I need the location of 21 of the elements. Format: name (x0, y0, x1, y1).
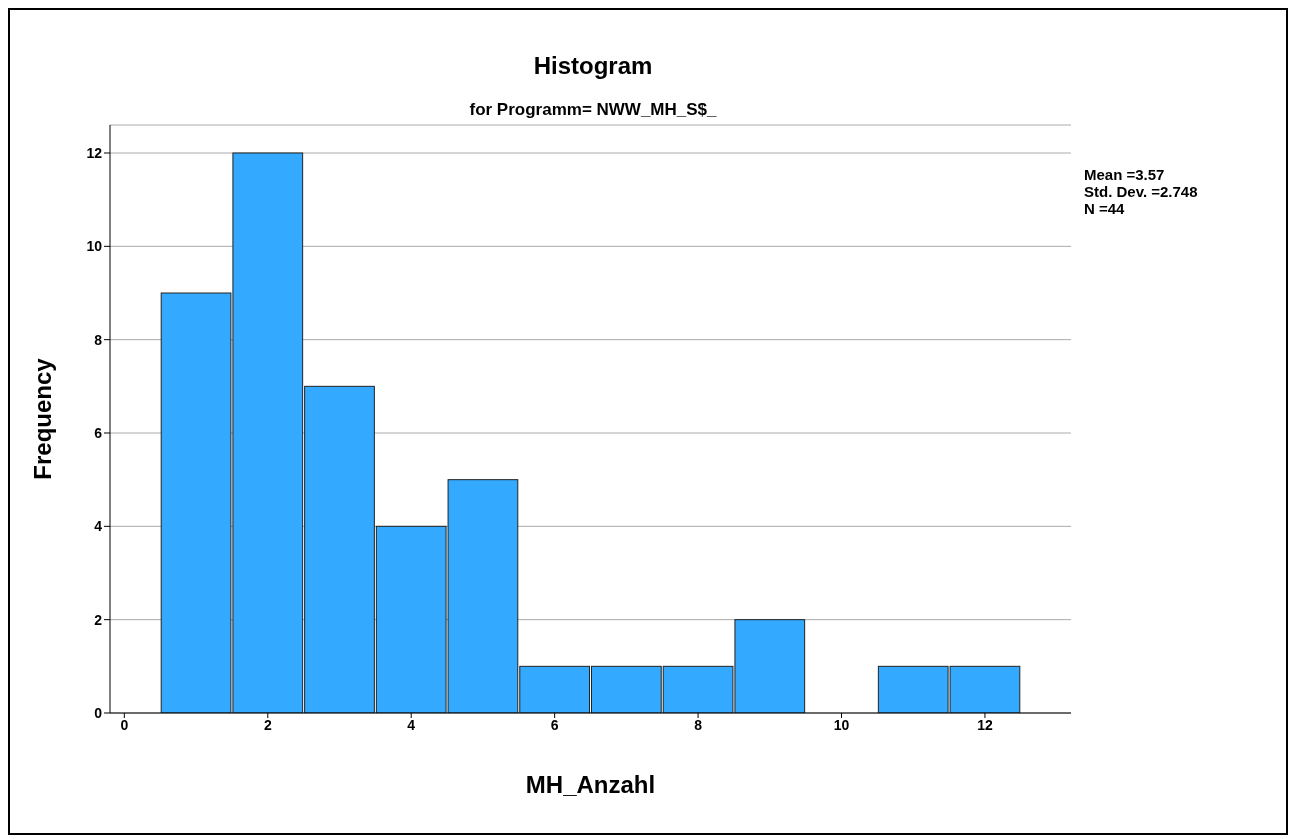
chart-subtitle: for Programm= NWW_MH_S$_ (468, 100, 718, 120)
x-tick-label: 4 (407, 716, 416, 733)
y-tick-label: 2 (94, 611, 103, 628)
y-tick-label: 10 (86, 238, 103, 255)
text: Mean =3.57 (1084, 166, 1166, 183)
text: N =44 (1084, 200, 1126, 217)
y-tick-label: 4 (94, 518, 103, 535)
x-tick-label: 2 (263, 716, 272, 733)
x-axis-title: MH_Anzahl (525, 771, 656, 798)
x-tick-label: 6 (550, 716, 559, 733)
chart-title: Histogram (532, 52, 654, 80)
x-tick-label: 0 (120, 716, 129, 733)
text: Std. Dev. =2.748 (1084, 183, 1198, 200)
x-tick-label: 10 (833, 716, 850, 733)
y-tick-label: 6 (94, 424, 103, 441)
y-tick-label: 12 (86, 144, 103, 161)
x-tick-label: 8 (694, 716, 703, 733)
y-tick-label: 8 (94, 331, 103, 348)
y-axis-title: Frequency (28, 357, 56, 480)
x-tick-label: 12 (977, 716, 993, 733)
y-tick-label: 0 (94, 704, 103, 721)
